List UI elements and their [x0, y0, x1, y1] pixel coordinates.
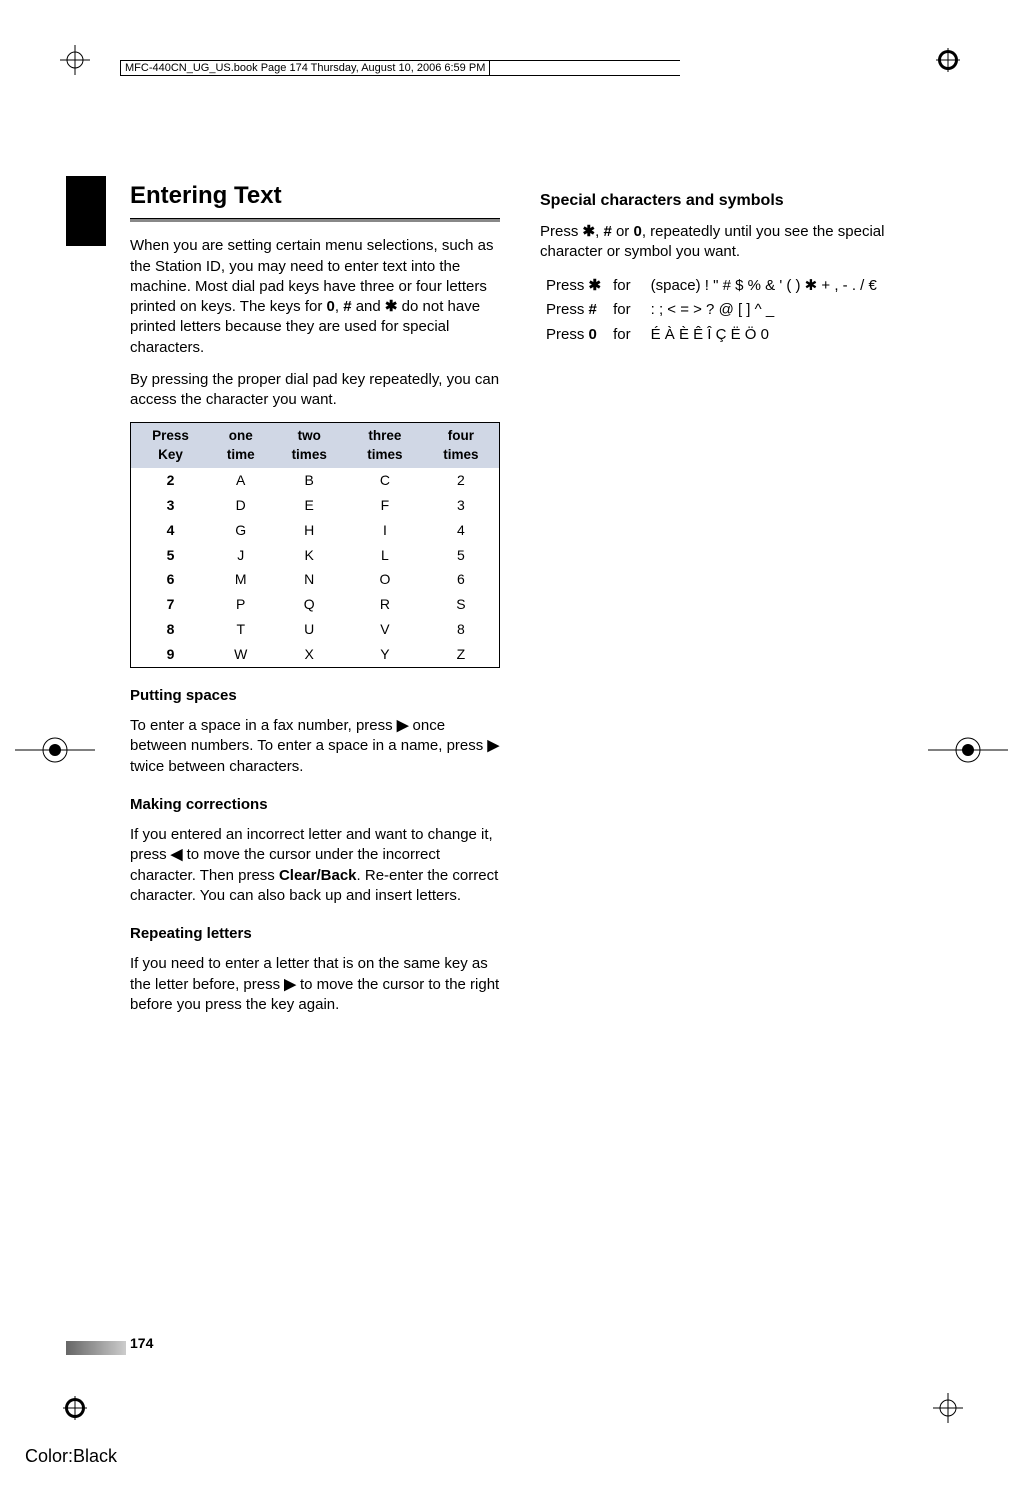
reg-mark-bot-right	[933, 1393, 963, 1423]
special-row: Press ✱for(space) ! " # $ % & ' ( ) ✱ + …	[540, 274, 883, 298]
repeating-letters-text: If you need to enter a letter that is on…	[130, 954, 500, 1015]
special-chars-heading: Special characters and symbols	[540, 190, 910, 212]
intro-paragraph-2: By pressing the proper dial pad key repe…	[130, 370, 500, 411]
right-column: Special characters and symbols Press ✱, …	[540, 180, 910, 1027]
page-title: Entering Text	[130, 180, 500, 212]
making-corrections-text: If you entered an incorrect letter and w…	[130, 825, 500, 906]
table-row: 4GHI4	[131, 518, 500, 543]
table-row: 9WXYZ	[131, 642, 500, 667]
special-chars-intro: Press ✱, # or 0, repeatedly until you se…	[540, 222, 910, 263]
table-header: onetime	[210, 423, 271, 468]
page-number: 174	[130, 1334, 153, 1353]
header-text: MFC-440CN_UG_US.book Page 174 Thursday, …	[120, 61, 490, 75]
page-number-bar	[66, 1341, 126, 1355]
table-row: 5JKL5	[131, 543, 500, 568]
table-header: PressKey	[131, 423, 211, 468]
left-column: Entering Text When you are setting certa…	[130, 180, 500, 1027]
table-row: 3DEF3	[131, 493, 500, 518]
table-header: twotimes	[271, 423, 347, 468]
reg-mark-top-right	[933, 45, 963, 75]
reg-mark-mid-left	[15, 730, 95, 776]
putting-spaces-text: To enter a space in a fax number, press …	[130, 716, 500, 777]
page-header: MFC-440CN_UG_US.book Page 174 Thursday, …	[120, 60, 680, 76]
special-row: Press 0forÉ À È Ê Î Ç Ë Ö 0	[540, 323, 883, 347]
reg-mark-mid-right	[928, 730, 1008, 776]
reg-mark-top-left	[60, 45, 90, 75]
putting-spaces-heading: Putting spaces	[130, 686, 500, 706]
reg-mark-bot-left	[60, 1393, 90, 1423]
intro-paragraph-1: When you are setting certain menu select…	[130, 236, 500, 358]
sidebar-marker	[66, 176, 106, 246]
table-header: threetimes	[347, 423, 423, 468]
keypad-table: PressKeyonetimetwotimesthreetimesfourtim…	[130, 422, 500, 668]
table-row: 8TUV8	[131, 617, 500, 642]
repeating-letters-heading: Repeating letters	[130, 924, 500, 944]
table-row: 7PQRS	[131, 592, 500, 617]
special-chars-table: Press ✱for(space) ! " # $ % & ' ( ) ✱ + …	[540, 274, 883, 347]
table-row: 6MNO6	[131, 567, 500, 592]
special-row: Press #for: ; < = > ? @ [ ] ^ _	[540, 298, 883, 322]
table-row: 2ABC2	[131, 468, 500, 493]
color-label: Color:Black	[25, 1444, 117, 1468]
title-rule	[130, 218, 500, 222]
making-corrections-heading: Making corrections	[130, 795, 500, 815]
table-header: fourtimes	[423, 423, 500, 468]
